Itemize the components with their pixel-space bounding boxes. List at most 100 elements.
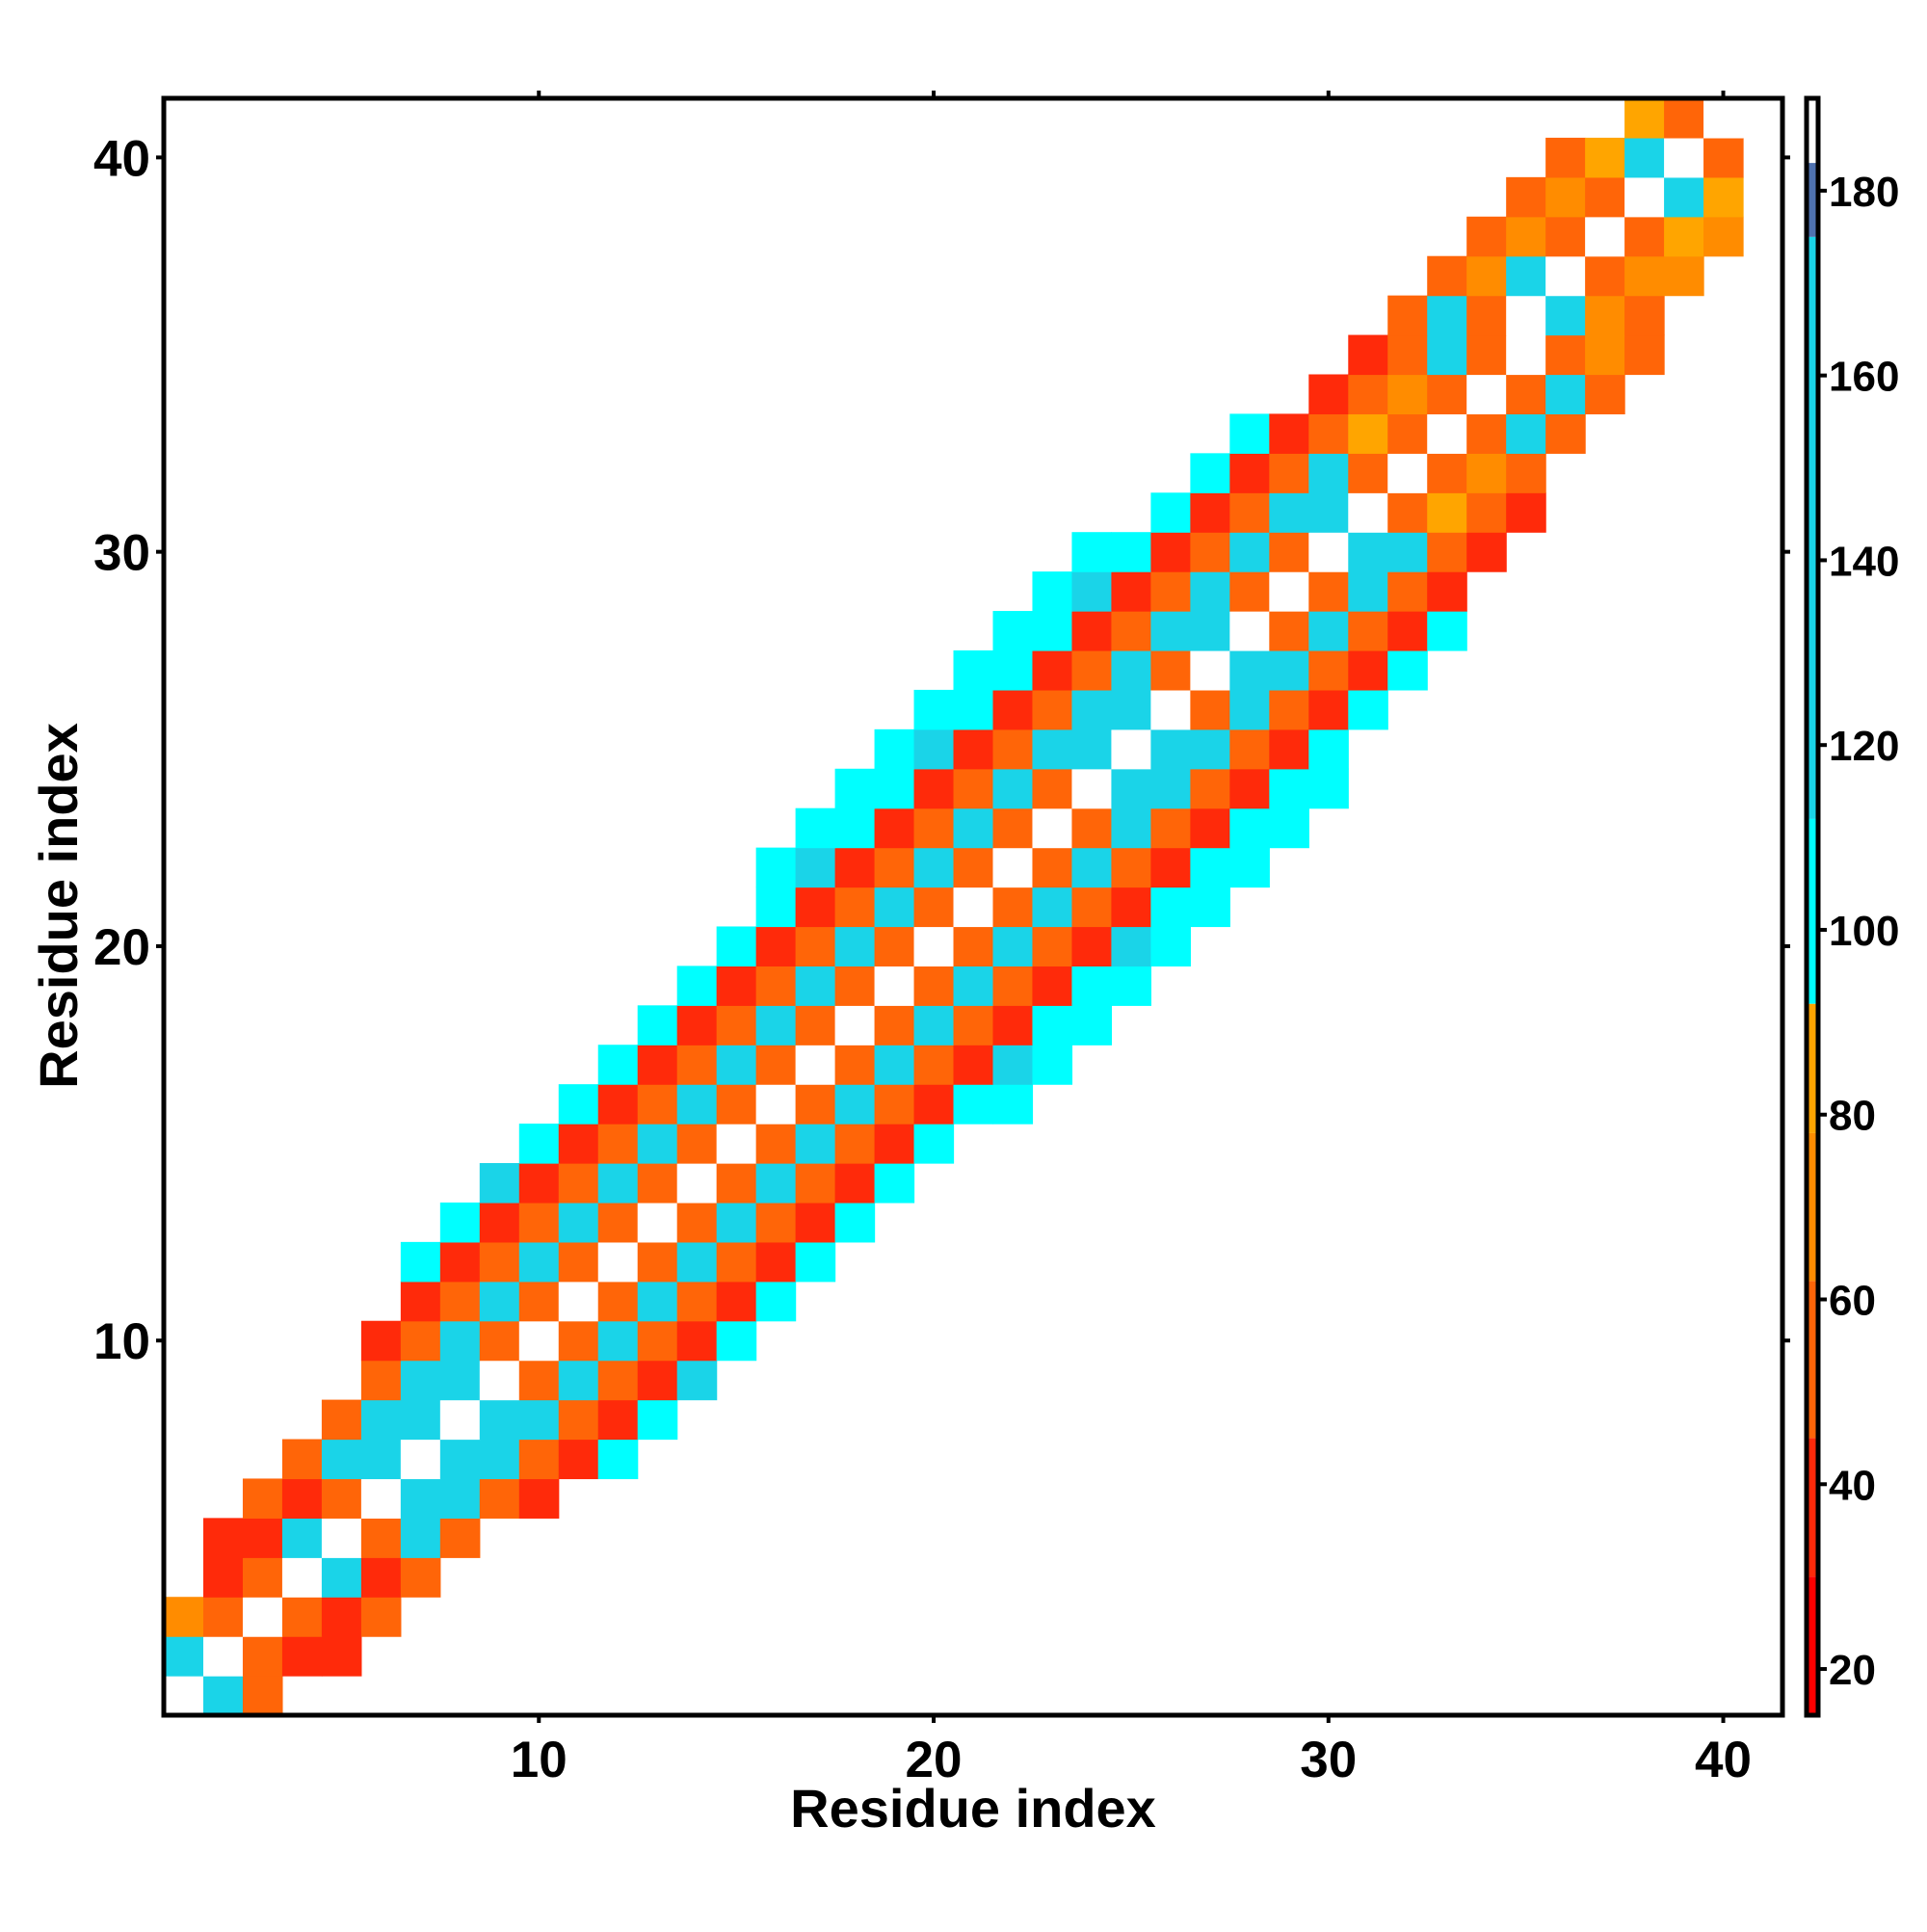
heatmap-cell [1545,413,1586,454]
heatmap-cell [518,1124,560,1164]
heatmap-cell [400,1241,441,1283]
heatmap-cell [1387,492,1428,533]
colorbar-tick-label: 100 [1829,908,1899,955]
heatmap-cell [1032,768,1073,809]
heatmap-cell [1624,137,1665,178]
heatmap-cell [439,1241,481,1283]
heatmap-cell [1703,176,1744,218]
heatmap-cell [1111,966,1151,1006]
colorbar-segment [1807,1281,1818,1439]
heatmap-cell [1111,768,1151,809]
heatmap-cell [1624,176,1665,218]
heatmap-cell [1466,255,1507,297]
heatmap-cell [953,768,994,809]
heatmap-cell [953,966,994,1006]
heatmap-cell [637,1005,678,1045]
heatmap-cell [1229,611,1270,651]
heatmap-cell [1111,926,1151,966]
heatmap-cell [874,1084,915,1125]
heatmap-cell [1190,611,1230,651]
heatmap-cell [1269,689,1309,730]
heatmap-cell [1071,966,1113,1006]
heatmap-cell [1585,295,1625,336]
heatmap-cell [637,1202,678,1243]
heatmap-cell [400,1320,441,1362]
heatmap-cell [1032,1045,1073,1085]
heatmap-cell [1269,807,1309,849]
heatmap-cell [953,1045,994,1085]
heatmap-cell [281,1439,323,1480]
heatmap-cell [242,1478,283,1519]
heatmap-cell [1111,887,1151,928]
heatmap-cell [637,1320,678,1362]
colorbar-tick-label: 40 [1829,1462,1876,1509]
heatmap-cell [755,1124,797,1164]
heatmap-cell [1348,492,1388,533]
heatmap-cell [281,1636,323,1677]
heatmap-cell [676,1241,718,1283]
heatmap-cell [597,1202,639,1243]
heatmap-cell [439,1399,481,1441]
heatmap-cell [1308,728,1349,770]
heatmap-cell [1545,295,1586,336]
colorbar-tick-label: 160 [1829,354,1899,401]
colorbar-segment [1807,1576,1818,1715]
heatmap-cells [164,98,1744,1716]
heatmap-cell [874,1124,915,1164]
heatmap-cell [1624,295,1665,336]
heatmap-cell [518,1163,560,1204]
heatmap-cell [1427,532,1467,572]
heatmap-cell [1387,532,1428,572]
heatmap-cell [558,1084,599,1125]
heatmap-cell [834,1084,876,1125]
heatmap-cell [1229,728,1270,770]
heatmap-cell [755,1281,797,1322]
heatmap-cell [1071,847,1113,888]
heatmap-cell [676,1320,718,1362]
heatmap-cell [716,1281,757,1322]
heatmap-cell [1545,216,1586,257]
heatmap-cell [518,1439,560,1480]
heatmap-cell [874,966,915,1006]
heatmap-cell [755,1241,797,1283]
heatmap-cell [874,1005,915,1045]
heatmap-cell [479,1241,520,1283]
heatmap-cell [558,1360,599,1401]
heatmap-cell [834,768,876,809]
heatmap-cell [1506,492,1546,533]
heatmap-cell [1585,255,1625,297]
heatmap-cell [913,1045,955,1085]
heatmap-cell [360,1360,402,1401]
heatmap-cell [321,1399,362,1441]
heatmap-cell [1545,255,1586,297]
heatmap-cell [874,768,915,809]
heatmap-cell [1150,847,1191,888]
heatmap-cell [992,887,1034,928]
heatmap-cell [400,1557,441,1598]
heatmap-cell [874,847,915,888]
heatmap-cell [1545,137,1586,178]
heatmap-cell [479,1281,520,1322]
heatmap-cell [242,1597,283,1637]
heatmap-cell [1190,689,1230,730]
heatmap-cell [1269,492,1309,533]
heatmap-cell [1032,571,1073,612]
heatmap-cell [716,1320,757,1362]
heatmap-cell [1269,571,1309,612]
heatmap-cell [518,1281,560,1322]
heatmap-cell [874,1163,915,1204]
heatmap-cell [795,1045,836,1085]
heatmap-cell [1585,334,1625,376]
heatmap-cell [1506,413,1546,454]
heatmap-cell [1190,768,1230,809]
heatmap-cell [1624,255,1665,297]
heatmap-cell [716,966,757,1006]
heatmap-cell [1703,98,1744,139]
heatmap-cell [1032,649,1073,691]
heatmap-cell [558,1281,599,1322]
heatmap-cell [1348,571,1388,612]
heatmap-cell [795,1124,836,1164]
heatmap-cell [676,1045,718,1085]
heatmap-cell [913,807,955,849]
